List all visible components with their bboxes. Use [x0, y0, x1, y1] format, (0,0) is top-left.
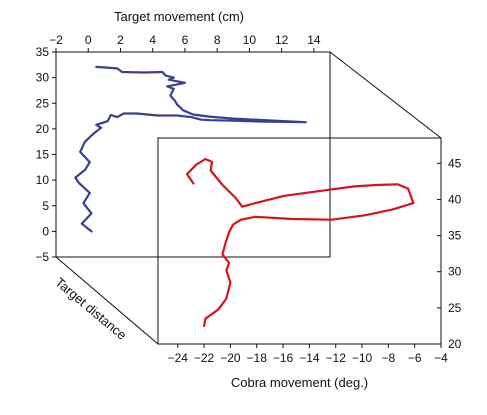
- target-x-tick-label: 4: [149, 33, 156, 47]
- cobra-ticks: −24 −22 −20 −18 −16 −14 −12 −10 −8 −6 −420 25 30 35 40…: [168, 156, 462, 365]
- target-y-tick-label: 10: [36, 173, 50, 187]
- target-x-tick-label: 0: [85, 33, 92, 47]
- cobra-x-tick-label: −24: [168, 351, 189, 365]
- cobra-x-axis-title: Cobra movement (deg.): [231, 375, 368, 390]
- cobra-y-tick-label: 40: [448, 192, 462, 206]
- target-x-tick-label: 14: [307, 33, 321, 47]
- target-x-tick-label: 10: [243, 33, 257, 47]
- cobra-x-tick-label: −18: [247, 351, 268, 365]
- target-y-tick-label: 30: [36, 71, 50, 85]
- cobra-y-tick-label: 30: [448, 265, 462, 279]
- target-y-tick-label: 20: [36, 122, 50, 136]
- target-series: [74, 65, 307, 233]
- target-ticks: −2 0 2 4 6 8 10 12 14 −5 0 5 10 15 20 25 30 35: [35, 33, 321, 264]
- target-x-tick-label: 2: [117, 33, 124, 47]
- target-x-tick-label: 8: [214, 33, 221, 47]
- cobra-series: [185, 157, 415, 327]
- cobra-x-tick-label: −14: [299, 351, 320, 365]
- target-y-tick-label: 0: [42, 224, 49, 238]
- cobra-x-tick-label: −16: [273, 351, 294, 365]
- target-y-tick-label: 5: [42, 199, 49, 213]
- cobra-x-tick-label: −22: [194, 351, 215, 365]
- target-trajectory-line: [74, 65, 307, 233]
- cobra-x-tick-label: −20: [220, 351, 241, 365]
- cobra-x-tick-label: −4: [434, 351, 448, 365]
- connector-top-right: [329, 51, 442, 139]
- cobra-panel: −24 −22 −20 −18 −16 −14 −12 −10 −8 −6 −420 25 30 35 40…: [157, 137, 462, 390]
- cobra-x-tick-label: −6: [408, 351, 422, 365]
- target-plot-frame: [55, 51, 331, 258]
- target-x-tick-label: 6: [182, 33, 189, 47]
- projection-lines: [55, 51, 442, 345]
- target-y-tick-label: 25: [36, 96, 50, 110]
- cobra-x-tick-label: −12: [326, 351, 347, 365]
- target-y-tick-label: −5: [35, 250, 49, 264]
- target-x-axis-title: Target movement (cm): [114, 9, 244, 24]
- cobra-y-tick-label: 20: [448, 337, 462, 351]
- cobra-x-tick-label: −10: [352, 351, 373, 365]
- cobra-y-tick-label: 45: [448, 156, 462, 170]
- cobra-trajectory-line: [185, 157, 415, 327]
- cobra-plot-frame: [157, 137, 442, 345]
- connector-bottom-left: [55, 256, 159, 345]
- cobra-y-tick-label: 35: [448, 229, 462, 243]
- target-y-tick-label: 15: [36, 148, 50, 162]
- cobra-y-tick-label: 25: [448, 301, 462, 315]
- target-x-tick-label: −2: [49, 33, 63, 47]
- target-x-tick-label: 12: [275, 33, 289, 47]
- target-y-tick-label: 35: [36, 45, 50, 59]
- cobra-x-tick-label: −8: [382, 351, 396, 365]
